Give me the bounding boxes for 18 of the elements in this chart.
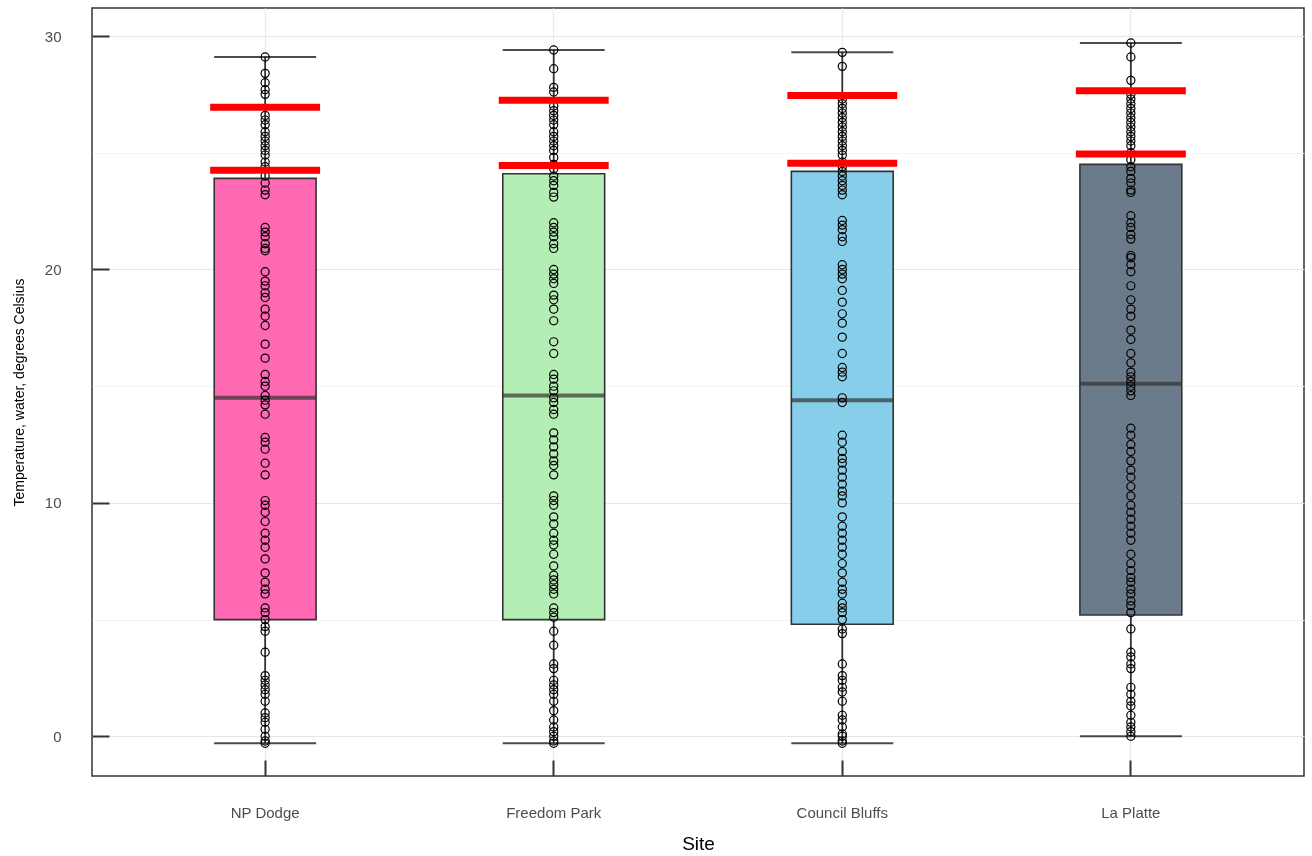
x-tick-label: NP Dodge xyxy=(230,803,300,821)
bar xyxy=(498,162,609,170)
bar xyxy=(210,103,321,111)
bar xyxy=(1075,87,1186,95)
x-tick-label: Freedom Park xyxy=(506,803,602,821)
y-tick-label: 10 xyxy=(44,494,62,512)
bar xyxy=(498,96,609,104)
bar xyxy=(787,159,898,167)
x-axis-title: Site xyxy=(682,832,715,854)
x-tick-label: La Platte xyxy=(1101,803,1161,821)
bar xyxy=(1075,150,1186,158)
x-tick-label: Council Bluffs xyxy=(796,803,888,821)
y-tick-label: 20 xyxy=(44,260,62,278)
bar xyxy=(787,92,898,100)
y-tick-label: 0 xyxy=(53,727,62,745)
y-axis-title: Temperature, water, degrees Celsius xyxy=(10,278,27,507)
y-tick-label: 30 xyxy=(44,27,62,45)
bar xyxy=(210,166,321,174)
